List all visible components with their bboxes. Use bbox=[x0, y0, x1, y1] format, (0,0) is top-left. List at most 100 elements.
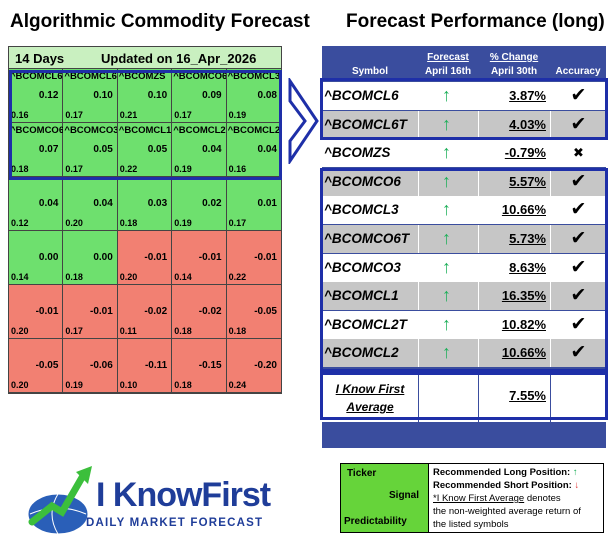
cell-predictability: 0.17 bbox=[65, 164, 83, 174]
row-symbol: ^BCOMCL1 bbox=[324, 288, 399, 304]
check-icon: ✔ bbox=[550, 282, 606, 311]
cross-icon: ✖ bbox=[550, 139, 606, 168]
cell-symbol: ^BCOMCL6T bbox=[64, 71, 118, 82]
grid-cell: -0.15 0.18 bbox=[172, 339, 227, 393]
row-symbol: ^BCOMCL2 bbox=[324, 345, 399, 361]
row-forecast: ↑ bbox=[418, 82, 478, 110]
grid-cell: ^BCOMCO6T 0.07 0.18 bbox=[9, 123, 64, 177]
grid-cell: ^BCOMCL6T 0.10 0.17 bbox=[63, 69, 118, 123]
cell-signal: 0.00 bbox=[38, 252, 59, 263]
performance-table: Symbol Forecast April 16th % Change Apri… bbox=[320, 46, 608, 448]
check-icon: ✔ bbox=[550, 253, 606, 282]
cell-predictability: 0.24 bbox=[228, 380, 247, 390]
cell-signal: 0.08 bbox=[257, 90, 277, 101]
grid-cell: 0.04 0.12 bbox=[9, 177, 64, 231]
table-row: ^BCOMCL6T ↑ 4.03% ✔ bbox=[322, 110, 606, 139]
grid-header: 14 Days Updated on 16_Apr_2026 bbox=[9, 47, 281, 69]
col-change-date: April 30th bbox=[490, 66, 538, 77]
cell-signal: -0.15 bbox=[198, 360, 222, 371]
cell-signal: 0.01 bbox=[257, 198, 277, 209]
cell-signal: 0.04 bbox=[38, 198, 59, 209]
cell-predictability: 0.20 bbox=[65, 218, 83, 228]
row-symbol: ^BCOMCL2T bbox=[324, 316, 407, 332]
check-icon: ✔ bbox=[550, 196, 606, 225]
long-arrow-icon: ↑ bbox=[572, 467, 578, 478]
check-icon: ✔ bbox=[550, 82, 606, 110]
cell-signal: -0.20 bbox=[254, 360, 277, 371]
short-arrow-icon: ↓ bbox=[574, 480, 580, 491]
group-outline-1 bbox=[320, 78, 608, 140]
grid-cell: 0.04 0.20 bbox=[63, 177, 118, 231]
cell-signal: -0.01 bbox=[144, 252, 168, 263]
row-change: 5.57% bbox=[478, 167, 550, 196]
grid-cell: 0.00 0.18 bbox=[63, 231, 118, 285]
right-title: Forecast Performance (long) bbox=[346, 11, 605, 32]
grid-cell: ^BCOMCL3 0.08 0.19 bbox=[226, 69, 281, 123]
table-row: ^BCOMCL1 ↑ 16.35% ✔ bbox=[322, 282, 606, 311]
legend-box: Ticker Signal Predictability Recommended… bbox=[340, 463, 604, 533]
average-outline bbox=[320, 372, 608, 420]
cell-symbol: ^BCOMCO6 bbox=[173, 71, 227, 82]
cell-symbol: ^BCOMCL3 bbox=[227, 71, 281, 82]
col-accuracy-header: Accuracy bbox=[555, 66, 601, 77]
grid-cell: -0.02 0.18 bbox=[172, 285, 227, 339]
row-change: 10.66% bbox=[478, 196, 550, 225]
check-icon: ✔ bbox=[550, 110, 606, 139]
grid-cell: 0.02 0.19 bbox=[172, 177, 227, 231]
row-forecast: ↑ bbox=[418, 139, 478, 168]
table-row: ^BCOMZS ↑ -0.79% ✖ bbox=[322, 139, 606, 168]
row-change: -0.79% bbox=[478, 139, 550, 168]
cell-predictability: 0.18 bbox=[174, 380, 192, 390]
cell-signal: 0.05 bbox=[93, 144, 113, 155]
row-symbol: ^BCOMCO3 bbox=[324, 259, 401, 275]
horizon-label: 14 Days bbox=[15, 51, 65, 66]
cell-predictability: 0.12 bbox=[11, 218, 29, 228]
cell-predictability: 0.17 bbox=[65, 326, 83, 336]
col-symbol-header: Symbol bbox=[351, 66, 389, 77]
cell-predictability: 0.20 bbox=[11, 380, 29, 390]
row-change: 10.66% bbox=[478, 339, 550, 368]
cell-signal: -0.05 bbox=[254, 306, 277, 317]
row-symbol: ^BCOMCL6T bbox=[324, 116, 407, 132]
grid-cell: 0.01 0.17 bbox=[226, 177, 281, 231]
cell-signal: 0.03 bbox=[147, 198, 168, 209]
top-signals-outline bbox=[9, 70, 282, 180]
up-arrow-icon: ↑ bbox=[442, 342, 451, 363]
grid-cell: -0.02 0.11 bbox=[117, 285, 173, 339]
legend-ticker: Ticker bbox=[347, 468, 377, 479]
grid-cell: -0.05 0.18 bbox=[226, 285, 281, 339]
cell-predictability: 0.14 bbox=[11, 272, 29, 282]
col-forecast-date: April 16th bbox=[424, 66, 472, 77]
row-symbol: ^BCOMCO6 bbox=[324, 173, 401, 189]
row-forecast: ↑ bbox=[418, 339, 478, 368]
row-change: 16.35% bbox=[478, 282, 550, 311]
table-row: ^BCOMCL2T ↑ 10.82% ✔ bbox=[322, 310, 606, 339]
row-forecast: ↑ bbox=[418, 110, 478, 139]
cell-signal: 0.09 bbox=[202, 90, 222, 101]
grid-cell: ^BCOMCL2 0.04 0.16 bbox=[226, 123, 281, 177]
grid-cell: ^BCOMCO3 0.05 0.17 bbox=[63, 123, 118, 177]
cell-signal: -0.01 bbox=[198, 252, 222, 263]
up-arrow-icon: ↑ bbox=[442, 85, 451, 105]
cell-signal: 0.07 bbox=[38, 144, 59, 155]
grid-cell: -0.11 0.10 bbox=[117, 339, 173, 393]
grid-cell: -0.01 0.20 bbox=[9, 285, 64, 339]
table-row: ^BCOMCO6T ↑ 5.73% ✔ bbox=[322, 225, 606, 253]
grid-cell: -0.05 0.20 bbox=[9, 339, 64, 393]
cell-signal: 0.04 bbox=[202, 144, 222, 155]
cell-predictability: 0.18 bbox=[65, 272, 83, 282]
check-icon: ✔ bbox=[550, 310, 606, 339]
up-arrow-icon: ↑ bbox=[442, 113, 451, 134]
check-icon: ✔ bbox=[550, 225, 606, 253]
col-change-header: % Change bbox=[489, 52, 539, 63]
table-row: ^BCOMCL3 ↑ 10.66% ✔ bbox=[322, 196, 606, 225]
table-row: ^BCOMCL2 ↑ 10.66% ✔ bbox=[322, 339, 606, 368]
grid-cell: ^BCOMCL6 0.12 0.16 bbox=[9, 69, 64, 123]
grid-cell: -0.06 0.19 bbox=[63, 339, 118, 393]
grid-cell: ^BCOMCL2T 0.04 0.19 bbox=[172, 123, 227, 177]
row-change: 4.03% bbox=[478, 110, 550, 139]
row-symbol: ^BCOMCL6 bbox=[324, 88, 399, 103]
up-arrow-icon: ↑ bbox=[442, 142, 451, 163]
up-arrow-icon: ↑ bbox=[442, 256, 451, 277]
cell-predictability: 0.11 bbox=[119, 326, 137, 336]
